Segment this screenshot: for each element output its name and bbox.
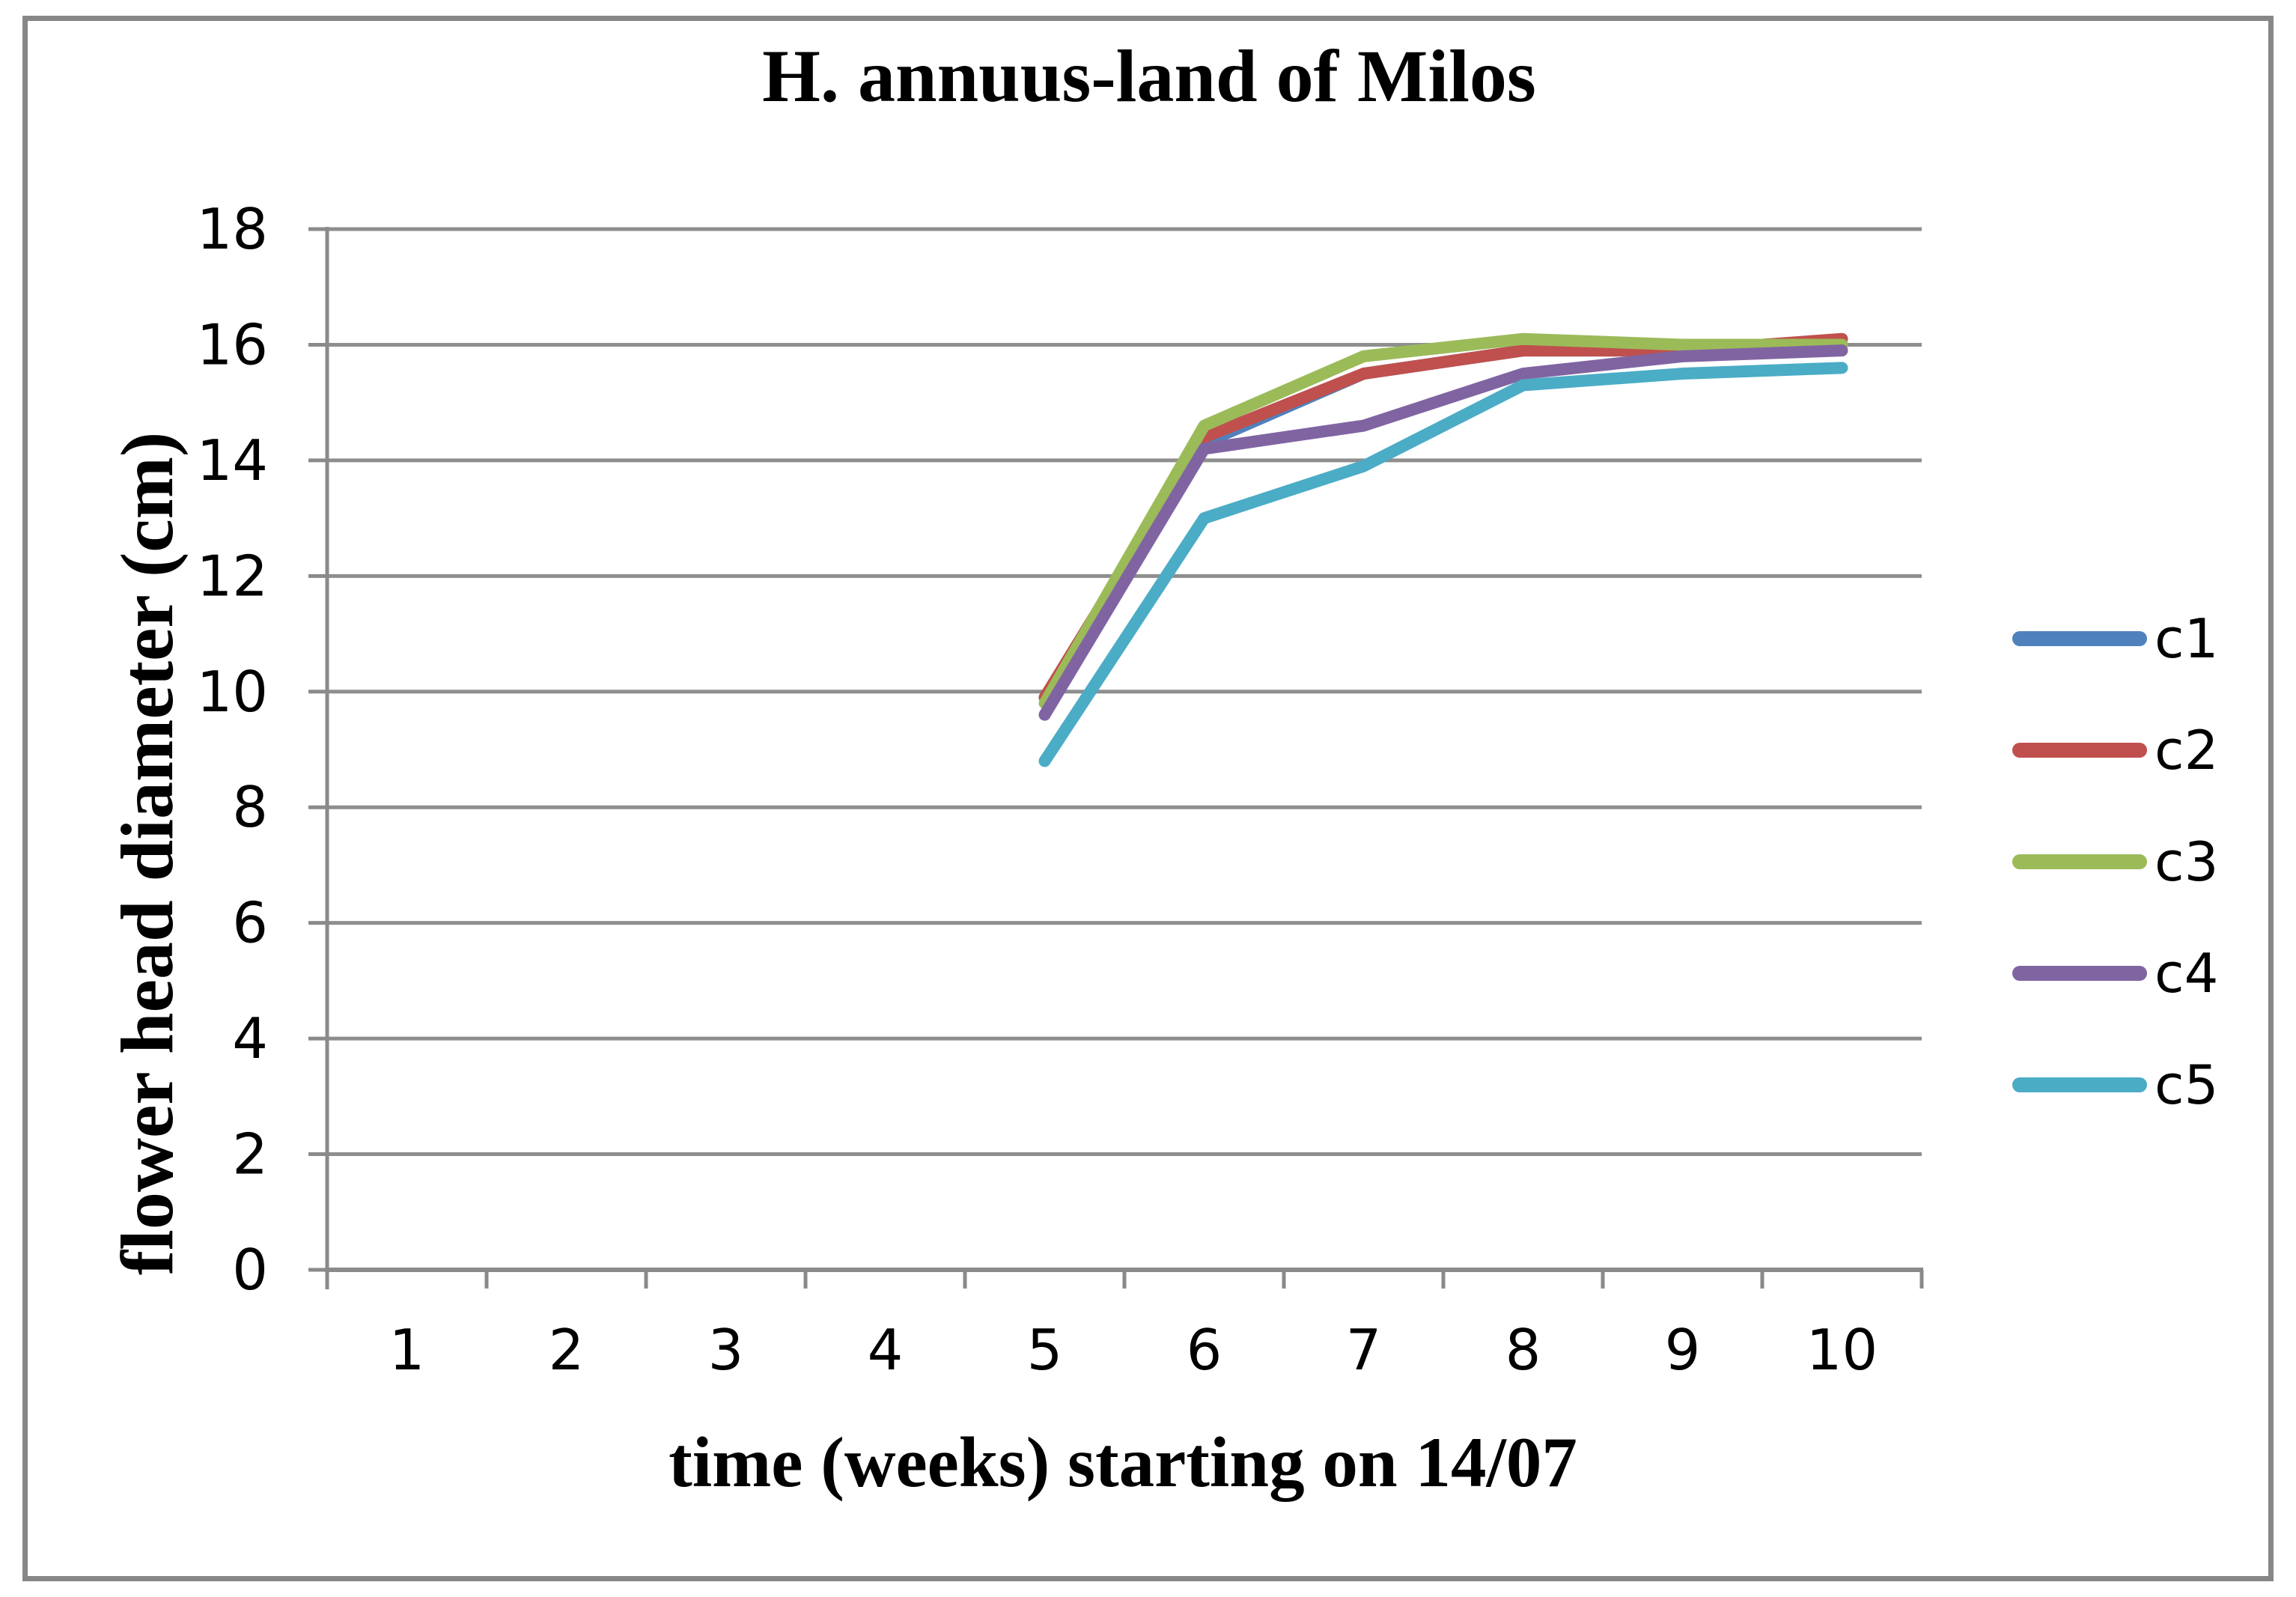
legend-label-c5: c5: [2155, 1053, 2218, 1116]
y-tick-label-10: 10: [197, 659, 268, 725]
series-layer: [1038, 332, 1848, 767]
legend-entry-c2: c2: [2012, 719, 2218, 782]
legend-entry-c4: c4: [2012, 942, 2218, 1005]
y-tick-label-6: 6: [232, 890, 268, 956]
y-tick-label-18: 18: [197, 196, 268, 262]
legend-entry-c1: c1: [2012, 607, 2218, 670]
x-tick-label-5: 5: [1027, 1317, 1063, 1383]
series-line-c3: [1038, 332, 1848, 710]
x-tick-label-2: 2: [549, 1317, 585, 1383]
y-tick-label-8: 8: [232, 774, 268, 840]
x-tick-label-1: 1: [389, 1317, 425, 1383]
y-tick-label-16: 16: [197, 311, 268, 377]
legend-label-c1: c1: [2155, 607, 2218, 670]
chart-frame: [22, 16, 2274, 1581]
axes: [308, 227, 1924, 1289]
x-axis-title: time (weeks) starting on 14/07: [669, 1423, 1577, 1502]
x-tick-label-7: 7: [1346, 1317, 1382, 1383]
legend-label-c4: c4: [2155, 942, 2218, 1005]
y-axis-title: flower head diameter (cm): [106, 432, 189, 1276]
x-tick-label-6: 6: [1187, 1317, 1222, 1383]
x-tick-label-4: 4: [868, 1317, 904, 1383]
series-line-c4: [1038, 344, 1848, 721]
x-tick-label-8: 8: [1505, 1317, 1541, 1383]
x-tick-label-9: 9: [1665, 1317, 1701, 1383]
y-tick-label-2: 2: [232, 1122, 268, 1187]
y-tick-label-4: 4: [232, 1006, 268, 1071]
legend-entry-c5: c5: [2012, 1053, 2218, 1116]
chart-title: H. annuus-land of Milos: [762, 34, 1536, 118]
legend-label-c2: c2: [2155, 719, 2218, 782]
legend-label-c3: c3: [2155, 830, 2218, 893]
y-tick-label-14: 14: [197, 428, 268, 493]
y-tick-label-12: 12: [197, 543, 268, 609]
x-tick-label-3: 3: [708, 1317, 744, 1383]
legend: c1 c2 c3 c4 c5: [2012, 607, 2218, 1116]
series-line-c5: [1038, 362, 1848, 767]
legend-entry-c3: c3: [2012, 830, 2218, 893]
y-tick-label-0: 0: [232, 1237, 268, 1303]
x-tick-labels: 1 2 3 4 5 6 7 8 9 10: [389, 1317, 1878, 1383]
x-tick-label-10: 10: [1806, 1317, 1878, 1383]
y-tick-labels: 0 2 4 6 8 10 12 14 16 18: [197, 196, 268, 1303]
